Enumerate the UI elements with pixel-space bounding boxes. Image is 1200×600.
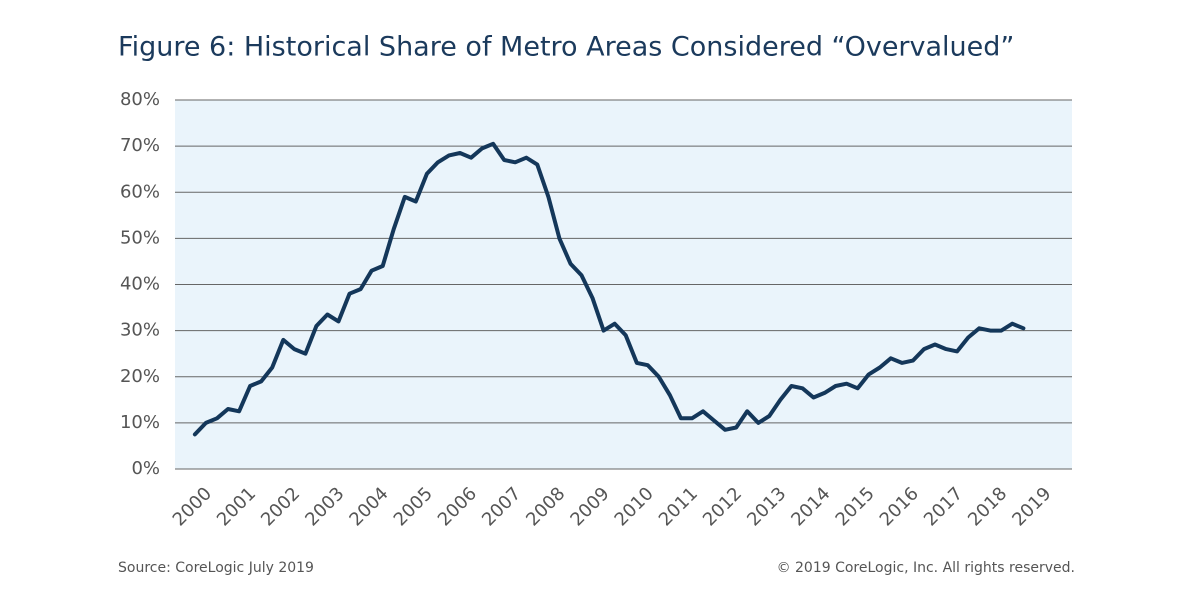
x-tick-label: 2005 — [390, 483, 437, 530]
y-tick-label: 60% — [120, 181, 160, 202]
x-tick-label: 2002 — [257, 483, 304, 530]
y-tick-label: 40% — [120, 274, 160, 295]
x-tick-label: 2003 — [301, 483, 348, 530]
y-tick-label: 80% — [120, 89, 160, 110]
x-tick-label: 2017 — [920, 483, 967, 530]
x-tick-label: 2000 — [169, 483, 216, 530]
y-tick-label: 20% — [120, 366, 160, 387]
x-tick-label: 2011 — [655, 483, 702, 530]
x-tick-label: 2007 — [478, 483, 525, 530]
x-tick-label: 2016 — [876, 483, 923, 530]
x-tick-label: 2013 — [743, 483, 790, 530]
x-tick-label: 2008 — [522, 483, 569, 530]
y-tick-label: 70% — [120, 135, 160, 156]
y-tick-label: 30% — [120, 320, 160, 341]
y-tick-label: 0% — [131, 458, 160, 479]
x-tick-label: 2012 — [699, 483, 746, 530]
copyright: © 2019 CoreLogic, Inc. All rights reserv… — [777, 560, 1075, 576]
x-tick-label: 2004 — [345, 483, 392, 530]
x-tick-label: 2014 — [787, 483, 834, 530]
source: Source: CoreLogic July 2019 — [118, 560, 314, 576]
chart-title: Figure 6: Historical Share of Metro Area… — [118, 32, 1014, 63]
x-tick-label: 2018 — [964, 483, 1011, 530]
y-tick-label: 10% — [120, 412, 160, 433]
x-tick-label: 2001 — [213, 483, 260, 530]
x-tick-label: 2009 — [566, 483, 613, 530]
x-tick-label: 2006 — [434, 483, 481, 530]
data-line — [192, 141, 1026, 437]
x-tick-label: 2010 — [611, 483, 658, 530]
x-tick-label: 2015 — [832, 483, 879, 530]
y-tick-label: 50% — [120, 227, 160, 248]
x-tick-label: 2019 — [1008, 483, 1055, 530]
